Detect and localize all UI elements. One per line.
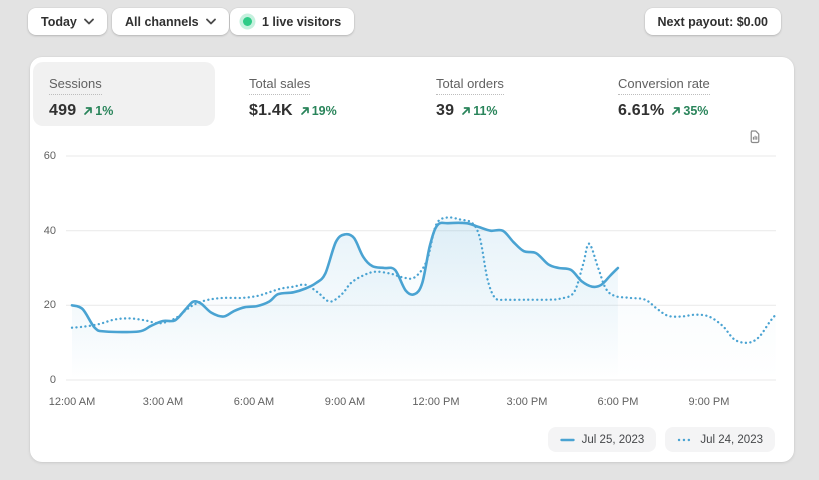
report-file-icon — [750, 129, 760, 143]
metric-label: Conversion rate — [618, 76, 710, 95]
y-axis-tick-label: 0 — [49, 374, 56, 386]
next-payout-button[interactable]: Next payout: $0.00 — [644, 8, 781, 35]
x-axis-tick-label: 12:00 PM — [412, 396, 460, 408]
dotted-line-sample-icon — [678, 438, 693, 441]
increase-arrow-icon — [84, 107, 93, 115]
date-range-label: Today — [41, 14, 77, 29]
metric-label: Total sales — [249, 76, 311, 95]
x-axis-tick-label: 3:00 AM — [142, 396, 184, 408]
metric-tab-conversion-rate[interactable]: Conversion rate 6.61% 35% — [602, 62, 777, 120]
x-axis-tick-label: 9:00 PM — [688, 396, 730, 408]
x-axis-tick-label: 12:00 AM — [48, 396, 96, 408]
channels-button[interactable]: All channels — [112, 8, 229, 35]
increase-arrow-icon — [672, 107, 681, 115]
increase-arrow-icon — [300, 107, 309, 115]
legend-label: Jul 24, 2023 — [700, 433, 763, 446]
topbar: Today All channels 1 live visitors Next … — [0, 0, 819, 44]
x-axis-tick-label: 9:00 AM — [324, 396, 366, 408]
metric-delta: 19% — [300, 104, 337, 118]
metric-value: 39 — [436, 102, 455, 119]
legend-item-jul-24[interactable]: Jul 24, 2023 — [665, 427, 775, 452]
metric-value: 499 — [49, 102, 77, 119]
legend-item-jul-25[interactable]: Jul 25, 2023 — [547, 427, 657, 452]
date-range-button[interactable]: Today — [28, 8, 107, 35]
y-axis-tick-label: 60 — [43, 150, 56, 162]
chevron-down-icon — [83, 18, 94, 25]
metric-tab-total-sales[interactable]: Total sales $1.4K 19% — [233, 62, 403, 120]
series-line-solid — [70, 221, 620, 334]
export-report-button[interactable] — [742, 123, 768, 149]
analytics-card: Sessions 499 1% Total sales $1.4K 19% To… — [30, 57, 794, 462]
series-line-dotted — [70, 216, 777, 344]
metric-tab-total-orders[interactable]: Total orders 39 11% — [420, 62, 585, 120]
metric-value: 6.61% — [618, 102, 665, 119]
chart-legend: Jul 25, 2023 Jul 24, 2023 — [547, 427, 775, 452]
metric-delta: 11% — [461, 104, 498, 118]
metric-label: Sessions — [49, 76, 102, 95]
live-visitors-label: 1 live visitors — [262, 14, 342, 29]
metric-tab-sessions[interactable]: Sessions 499 1% — [33, 62, 215, 126]
chevron-down-icon — [205, 18, 216, 25]
next-payout-label: Next payout: $0.00 — [657, 14, 768, 29]
x-axis-tick-label: 6:00 PM — [597, 396, 639, 408]
channels-label: All channels — [125, 14, 199, 29]
x-axis-tick-label: 3:00 PM — [506, 396, 548, 408]
metric-delta: 1% — [83, 104, 113, 118]
y-axis-tick-label: 40 — [43, 224, 56, 237]
increase-arrow-icon — [462, 107, 471, 115]
metric-delta: 35% — [671, 104, 708, 118]
x-axis-tick-label: 6:00 AM — [233, 396, 275, 408]
legend-label: Jul 25, 2023 — [581, 433, 645, 446]
live-indicator-dot-icon — [243, 17, 252, 26]
area-solid — [72, 222, 618, 380]
metric-label: Total orders — [436, 76, 504, 95]
sessions-line-chart — [66, 155, 777, 381]
solid-line-sample-icon — [559, 438, 575, 441]
y-axis-tick-label: 20 — [43, 299, 56, 312]
metric-value: $1.4K — [249, 102, 293, 119]
live-visitors-badge[interactable]: 1 live visitors — [230, 8, 355, 35]
